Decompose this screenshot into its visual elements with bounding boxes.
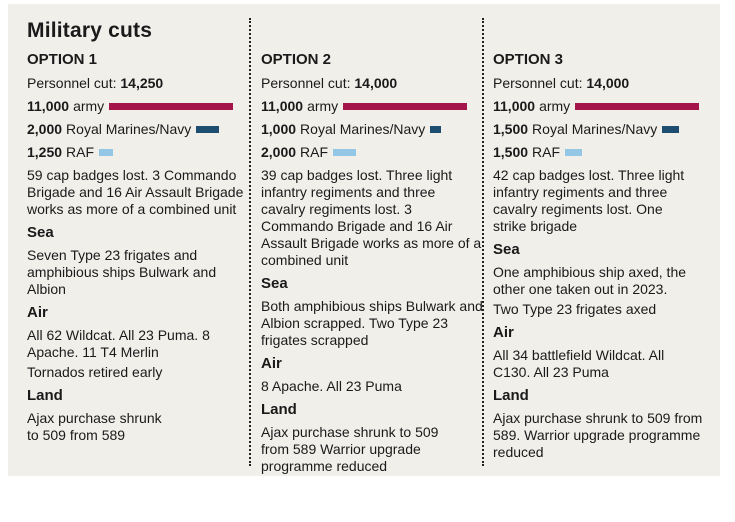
air-heading: Air bbox=[27, 304, 48, 321]
raf-label: RAF bbox=[300, 144, 329, 160]
personnel-cut-value: 14,000 bbox=[586, 75, 630, 91]
option-heading: OPTION 3 bbox=[493, 51, 564, 68]
column-divider bbox=[482, 18, 484, 466]
sea-text-2: Two Type 23 frigates axed bbox=[493, 301, 657, 317]
air-text-2: Tornados retired early bbox=[27, 364, 163, 380]
army-value: 11,000 bbox=[493, 98, 536, 114]
raf-bar bbox=[333, 149, 357, 156]
option-heading: OPTION 2 bbox=[261, 51, 332, 68]
army-row: 11,000 army bbox=[493, 98, 715, 115]
summary-text: 42 cap badges lost. Three light infantry… bbox=[493, 167, 685, 234]
air-text: 8 Apache. All 23 Puma bbox=[261, 378, 402, 394]
army-label: army bbox=[73, 98, 105, 114]
raf-value: 1,500 bbox=[493, 144, 529, 160]
raf-label: RAF bbox=[532, 144, 561, 160]
raf-value: 1,250 bbox=[27, 144, 63, 160]
option-3-column: OPTION 3 Personnel cut: 14,000 11,000 ar… bbox=[493, 50, 715, 461]
personnel-cut-value: 14,000 bbox=[354, 75, 398, 91]
personnel-cut-label: Personnel cut: bbox=[493, 75, 583, 91]
army-value: 11,000 bbox=[27, 98, 70, 114]
infographic-panel bbox=[8, 4, 720, 476]
summary-text: 59 cap badges lost. 3 Commando Brigade a… bbox=[27, 167, 244, 217]
column-divider bbox=[249, 18, 251, 466]
personnel-cut-label: Personnel cut: bbox=[261, 75, 351, 91]
personnel-cut-label: Personnel cut: bbox=[27, 75, 117, 91]
air-heading: Air bbox=[493, 324, 514, 341]
sea-heading: Sea bbox=[493, 241, 520, 258]
army-row: 11,000 army bbox=[27, 98, 249, 115]
raf-row: 2,000 RAF bbox=[261, 144, 483, 161]
army-label: army bbox=[539, 98, 571, 114]
raf-row: 1,500 RAF bbox=[493, 144, 715, 161]
summary-text: 39 cap badges lost. Three light infantry… bbox=[261, 167, 482, 268]
personnel-cut: Personnel cut: 14,000 bbox=[493, 75, 715, 92]
page-title: Military cuts bbox=[27, 19, 153, 42]
army-bar bbox=[575, 103, 700, 110]
land-heading: Land bbox=[493, 387, 529, 404]
sea-text: Both amphibious ships Bulwark and Albion… bbox=[261, 298, 483, 348]
army-row: 11,000 army bbox=[261, 98, 483, 115]
land-heading: Land bbox=[27, 387, 63, 404]
personnel-cut: Personnel cut: 14,000 bbox=[261, 75, 483, 92]
navy-bar bbox=[196, 126, 220, 133]
raf-row: 1,250 RAF bbox=[27, 144, 249, 161]
sea-heading: Sea bbox=[261, 275, 288, 292]
personnel-cut: Personnel cut: 14,250 bbox=[27, 75, 249, 92]
navy-bar bbox=[662, 126, 680, 133]
navy-value: 2,000 bbox=[27, 121, 63, 137]
land-heading: Land bbox=[261, 401, 297, 418]
option-2-column: OPTION 2 Personnel cut: 14,000 11,000 ar… bbox=[261, 50, 483, 475]
army-bar bbox=[343, 103, 468, 110]
sea-heading: Sea bbox=[27, 224, 54, 241]
navy-bar bbox=[430, 126, 442, 133]
navy-label: Royal Marines/Navy bbox=[300, 121, 426, 137]
navy-label: Royal Marines/Navy bbox=[66, 121, 192, 137]
air-text: All 62 Wildcat. All 23 Puma. 8 Apache. 1… bbox=[27, 327, 210, 360]
personnel-cut-value: 14,250 bbox=[120, 75, 164, 91]
navy-row: 1,000 Royal Marines/Navy bbox=[261, 121, 483, 138]
raf-bar bbox=[99, 149, 114, 156]
navy-row: 1,500 Royal Marines/Navy bbox=[493, 121, 715, 138]
land-text: Ajax purchase shrunk to 509 from 589. Wa… bbox=[493, 410, 703, 460]
sea-text: One amphibious ship axed, the other one … bbox=[493, 264, 687, 297]
army-label: army bbox=[307, 98, 339, 114]
raf-bar bbox=[565, 149, 583, 156]
navy-label: Royal Marines/Navy bbox=[532, 121, 658, 137]
navy-value: 1,000 bbox=[261, 121, 297, 137]
raf-value: 2,000 bbox=[261, 144, 297, 160]
navy-row: 2,000 Royal Marines/Navy bbox=[27, 121, 249, 138]
land-text: Ajax purchase shrunk to 509 from 589 War… bbox=[261, 424, 439, 474]
option-1-column: OPTION 1 Personnel cut: 14,250 11,000 ar… bbox=[27, 50, 249, 444]
sea-text: Seven Type 23 frigates and amphibious sh… bbox=[27, 247, 217, 297]
raf-label: RAF bbox=[66, 144, 95, 160]
army-bar bbox=[109, 103, 234, 110]
land-text: Ajax purchase shrunk to 509 from 589 bbox=[27, 410, 162, 443]
air-text: All 34 battlefield Wildcat. All C130. Al… bbox=[493, 347, 665, 380]
navy-value: 1,500 bbox=[493, 121, 529, 137]
air-heading: Air bbox=[261, 355, 282, 372]
army-value: 11,000 bbox=[261, 98, 304, 114]
option-heading: OPTION 1 bbox=[27, 51, 98, 68]
